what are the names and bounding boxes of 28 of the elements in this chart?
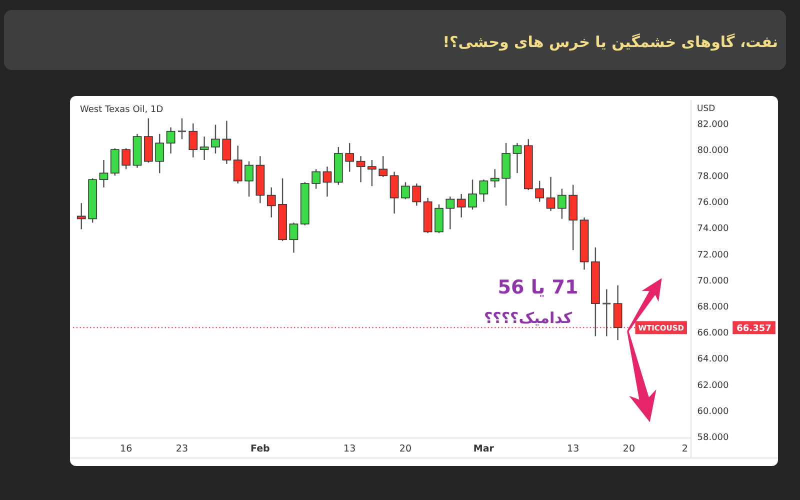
- x-tick-label: 23: [176, 444, 188, 454]
- x-tick-label: 13: [567, 444, 580, 454]
- x-tick-label: Feb: [250, 444, 270, 454]
- y-tick-label: 70.000: [697, 276, 730, 286]
- y-axis-title: USD: [697, 104, 716, 114]
- y-tick-label: 66.000: [697, 328, 730, 339]
- y-tick-label: 58.000: [697, 432, 730, 443]
- y-tick-label: 80.000: [697, 146, 730, 156]
- y-tick-label: 64.000: [697, 354, 730, 365]
- y-tick-label: 82.000: [697, 120, 730, 130]
- x-tick-label: 13: [344, 444, 356, 454]
- chart-subtitle: West Texas Oil, 1D: [80, 105, 164, 115]
- annotation: کدامیک؟؟؟؟: [484, 309, 572, 327]
- y-tick-label: 62.000: [697, 380, 730, 391]
- y-tick-label: 60.000: [697, 406, 730, 417]
- y-tick-label: 76.000: [697, 198, 730, 208]
- x-tick-label: 2: [682, 444, 688, 454]
- x-tick-label: 16: [120, 444, 132, 454]
- x-tick-label: 20: [399, 444, 412, 454]
- x-tick-label: 20: [622, 444, 636, 454]
- x-tick-label: Mar: [473, 444, 494, 454]
- y-tick-label: 68.000: [697, 302, 730, 312]
- annotation: 66.357: [732, 321, 776, 334]
- y-tick-label: 72.000: [697, 250, 730, 260]
- y-tick-label: 78.000: [697, 172, 730, 182]
- y-tick-label: 74.000: [697, 224, 730, 234]
- chart-title: نفت، گاوهای خشمگین یا خرس های وحشی؟!: [442, 33, 778, 51]
- annotation: 71 یا 56: [498, 276, 578, 300]
